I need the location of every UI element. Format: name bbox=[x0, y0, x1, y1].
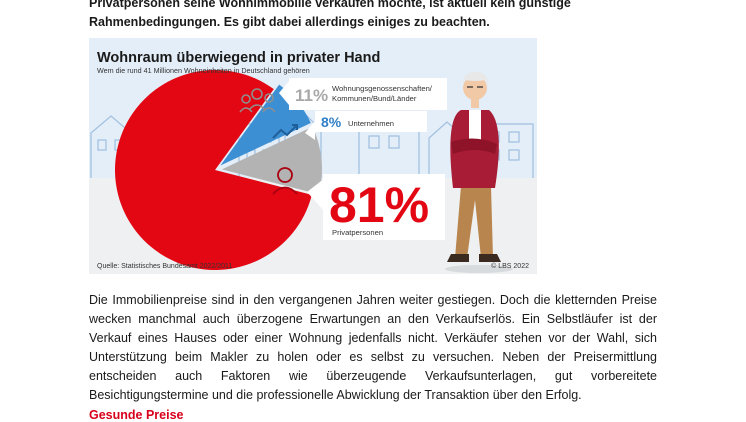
callout-pointer-companies bbox=[305, 121, 315, 140]
callout-pointer-private bbox=[307, 178, 325, 212]
intro-line-1: Privatpersonen seine Wohnimmobilie verka… bbox=[89, 0, 571, 10]
infographic: 11% Wohnungsgenossenschaften/ Kommunen/B… bbox=[89, 38, 537, 274]
private-label: Privatpersonen bbox=[332, 228, 383, 237]
callout-pointer-cooperatives bbox=[279, 81, 289, 105]
callout-box-companies bbox=[315, 111, 427, 132]
pie-slice-companies bbox=[220, 84, 311, 166]
infographic-subtitle: Wem die rund 41 Millionen Wohneinheiten … bbox=[97, 66, 310, 75]
companies-label: Unternehmen bbox=[348, 119, 394, 128]
infographic-canvas: 11% Wohnungsgenossenschaften/ Kommunen/B… bbox=[89, 38, 537, 274]
body-paragraph: Die Immobilienpreise sind in den vergang… bbox=[89, 293, 657, 402]
cooperatives-label-line-1: Wohnungsgenossenschaften/ bbox=[332, 84, 433, 93]
infographic-title: Wohnraum überwiegend in privater Hand bbox=[97, 50, 380, 66]
illustrated-person bbox=[445, 71, 513, 273]
pie-chart bbox=[115, 70, 322, 270]
people-group-icon bbox=[239, 88, 276, 113]
companies-percent: 8% bbox=[321, 114, 342, 130]
cooperatives-label-line-2: Kommunen/Bund/Länder bbox=[332, 94, 417, 103]
pie-slice-private bbox=[115, 70, 312, 270]
callout-box-private bbox=[323, 174, 445, 240]
cooperatives-percent: 11% bbox=[295, 86, 328, 105]
person-icon bbox=[272, 167, 298, 195]
intro-line-2: Rahmenbedingungen. Es gibt dabei allerdi… bbox=[89, 15, 490, 29]
pie-slice-cooperatives bbox=[221, 126, 322, 195]
source-note: Quelle: Statistisches Bundesamt 2022/201… bbox=[97, 263, 232, 270]
section-subheading: Gesunde Preise bbox=[89, 408, 184, 422]
trend-chart-icon bbox=[272, 124, 298, 139]
private-percent: 81% bbox=[329, 177, 429, 233]
callout-box-cooperatives bbox=[289, 78, 447, 110]
body-paragraph-container: Die Immobilienpreise sind in den vergang… bbox=[89, 291, 657, 405]
copyright-note: © LBS 2022 bbox=[491, 262, 529, 270]
intro-paragraph: Privatpersonen seine Wohnimmobilie verka… bbox=[89, 0, 659, 32]
